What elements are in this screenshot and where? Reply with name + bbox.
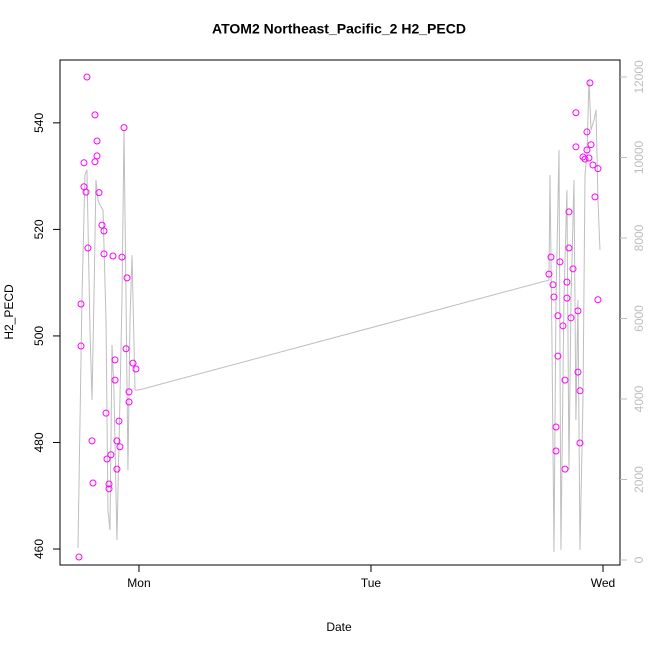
point — [589, 161, 597, 169]
point — [129, 359, 137, 367]
point — [576, 387, 584, 395]
point — [576, 439, 584, 447]
y2-tick-label: 6000 — [632, 305, 646, 332]
point — [547, 253, 555, 261]
plot-frame — [59, 59, 621, 566]
point — [111, 356, 119, 364]
y2-tick-label: 4000 — [632, 385, 646, 412]
point — [105, 480, 113, 488]
point — [91, 111, 99, 119]
chart-title: ATOM2 Northeast_Pacific_2 H2_PECD — [212, 21, 466, 37]
y-tick-label: 540 — [32, 113, 46, 133]
y-axis-label: H2_PECD — [2, 284, 16, 340]
y-tick-label: 480 — [32, 432, 46, 452]
point — [95, 189, 103, 197]
point — [556, 258, 564, 266]
point — [561, 376, 569, 384]
point — [115, 417, 123, 425]
point — [84, 244, 92, 252]
point — [120, 124, 128, 132]
point — [549, 281, 557, 289]
point — [113, 465, 121, 473]
point — [581, 155, 589, 163]
point — [109, 252, 117, 260]
y2-tick-label: 12000 — [632, 60, 646, 94]
point — [552, 447, 560, 455]
point — [574, 307, 582, 315]
point — [91, 158, 99, 166]
y-tick-label: 520 — [32, 219, 46, 239]
point — [586, 79, 594, 87]
point — [594, 296, 602, 304]
point — [545, 270, 553, 278]
point — [567, 314, 575, 322]
y2-tick-label: 10000 — [632, 140, 646, 174]
point — [561, 465, 569, 473]
point — [569, 265, 577, 273]
point — [572, 143, 580, 151]
point — [574, 368, 582, 376]
point — [77, 300, 85, 308]
point — [113, 437, 121, 445]
point — [554, 352, 562, 360]
point — [89, 479, 97, 487]
point — [583, 128, 591, 136]
y-tick-label: 500 — [32, 326, 46, 346]
point — [88, 437, 96, 445]
point — [565, 244, 573, 252]
point — [82, 188, 90, 196]
point — [75, 553, 83, 561]
point — [554, 312, 562, 320]
point — [572, 109, 580, 117]
point — [125, 388, 133, 396]
point — [123, 274, 131, 282]
point — [83, 73, 91, 81]
point — [93, 137, 101, 145]
point — [565, 208, 573, 216]
point — [100, 250, 108, 258]
point — [550, 293, 558, 301]
y2-tick-label: 0 — [632, 556, 646, 563]
point — [103, 455, 111, 463]
point — [585, 154, 593, 162]
point — [594, 165, 602, 173]
point — [93, 152, 101, 160]
point — [122, 345, 130, 353]
point — [107, 451, 115, 459]
point — [102, 409, 110, 417]
point — [111, 376, 119, 384]
y2-tick-label: 2000 — [632, 466, 646, 493]
x-tick-label: Mon — [127, 576, 150, 590]
x-tick-label: Wed — [591, 576, 615, 590]
x-axis-label: Date — [326, 620, 352, 634]
x-tick-label: Tue — [361, 576, 382, 590]
point — [587, 141, 595, 149]
point — [116, 443, 124, 451]
point — [552, 423, 560, 431]
point — [125, 398, 133, 406]
point — [132, 365, 140, 373]
line — [77, 79, 601, 553]
point — [100, 227, 108, 235]
point — [559, 322, 567, 330]
y-tick-label: 460 — [32, 539, 46, 559]
point — [77, 342, 85, 350]
point — [591, 193, 599, 201]
point — [80, 159, 88, 167]
point — [118, 253, 126, 261]
point — [563, 278, 571, 286]
point — [105, 485, 113, 493]
point — [563, 294, 571, 302]
point — [98, 221, 106, 229]
point — [583, 146, 591, 154]
y2-tick-label: 8000 — [632, 224, 646, 251]
